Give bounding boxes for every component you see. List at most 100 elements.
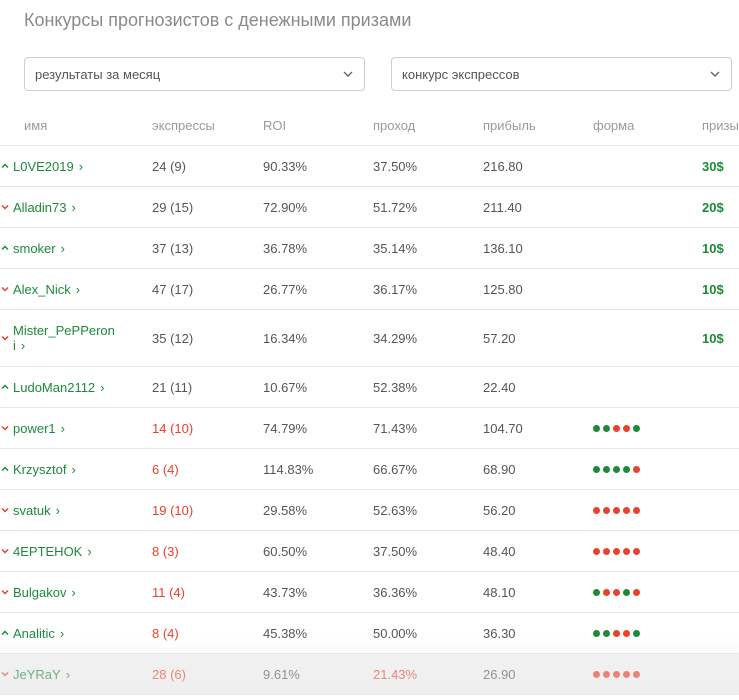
express-cell: 14 (10) [152, 420, 194, 436]
column-header-pass[interactable]: проход [373, 118, 416, 133]
express-cell: 8 (3) [152, 543, 179, 559]
pass-cell: 52.38% [373, 379, 418, 395]
chevron-right-icon: › [65, 666, 71, 682]
table-row: Krzysztof › 6 (4) 114.83% 66.67% 68.90 [0, 449, 739, 490]
player-cell: 4EPTEHOK › [0, 531, 120, 571]
form-cell [593, 572, 640, 612]
trend-down-icon [0, 423, 13, 433]
trend-down-icon [0, 333, 13, 343]
column-header-prize[interactable]: призы [702, 118, 739, 133]
express-cell: 21 (11) [152, 379, 193, 395]
form-dot [593, 547, 600, 555]
chevron-right-icon: › [100, 379, 105, 395]
form-dot [623, 670, 630, 678]
pass-cell: 34.29% [373, 330, 418, 346]
roi-cell: 45.38% [263, 625, 308, 641]
chevron-down-icon [710, 71, 720, 77]
form-dot [633, 588, 640, 596]
pass-cell: 71.43% [373, 420, 418, 436]
player-link[interactable]: power1 › [13, 420, 65, 436]
form-dot [613, 424, 620, 432]
chevron-right-icon: › [75, 281, 81, 297]
contest-select-value: конкурс экспрессов [402, 66, 520, 82]
express-cell: 24 (9) [152, 158, 186, 174]
form-dot [633, 629, 640, 637]
trend-down-icon [0, 587, 13, 597]
table-row: svatuk › 19 (10) 29.58% 52.63% 56.20 [0, 490, 739, 531]
form-dot [593, 506, 600, 514]
player-link[interactable]: L0VE2019 › [13, 158, 84, 174]
form-dot [613, 588, 620, 596]
player-link[interactable]: LudoMan2112 › [13, 379, 105, 395]
form-dot [613, 629, 620, 637]
express-cell: 37 (13) [152, 240, 194, 256]
chevron-right-icon: › [20, 338, 26, 353]
table-row: Analitic › 8 (4) 45.38% 50.00% 36.30 [0, 613, 739, 654]
form-dot [603, 670, 610, 678]
leaderboard-table: имя экспрессы ROI проход прибыль форма п… [0, 104, 739, 695]
form-dot [603, 629, 610, 637]
prize-cell: 30$ [702, 158, 724, 174]
form-dot [633, 547, 640, 555]
pass-cell: 36.17% [373, 281, 418, 297]
player-link[interactable]: smoker › [13, 240, 65, 256]
trend-down-icon [0, 669, 13, 679]
trend-down-icon [0, 284, 13, 294]
table-body: L0VE2019 › 24 (9) 90.33% 37.50% 216.80 30$ Alla… [0, 146, 739, 695]
form-dot [623, 424, 630, 432]
player-link[interactable]: JeYRaY › [13, 666, 71, 682]
form-dot [603, 506, 610, 514]
table-row: power1 › 14 (10) 74.79% 71.43% 104.70 [0, 408, 739, 449]
player-cell: power1 › [0, 408, 120, 448]
pass-cell: 37.50% [373, 543, 418, 559]
player-cell: Alladin73 › [0, 187, 120, 227]
form-dot [623, 629, 630, 637]
form-dot [633, 465, 640, 473]
form-dot [623, 465, 630, 473]
form-dot [593, 588, 600, 596]
table-row: Alladin73 › 29 (15) 72.90% 51.72% 211.40 20$ [0, 187, 739, 228]
player-cell: Analitic › [0, 613, 120, 653]
period-select[interactable]: результаты за месяц [24, 57, 365, 91]
player-link[interactable]: Mister_PePPeroni › [13, 323, 115, 353]
player-cell: JeYRaY › [0, 654, 120, 694]
column-header-profit[interactable]: прибыль [483, 118, 536, 133]
roi-cell: 74.79% [263, 420, 308, 436]
roi-cell: 72.90% [263, 199, 308, 215]
column-header-name[interactable]: имя [24, 118, 48, 133]
player-link[interactable]: Analitic › [13, 625, 65, 641]
form-dot [613, 670, 620, 678]
chevron-down-icon [343, 71, 353, 77]
player-link[interactable]: Alladin73 › [13, 199, 76, 215]
profit-cell: 68.90 [483, 461, 516, 477]
roi-cell: 10.67% [263, 379, 308, 395]
chevron-right-icon: › [71, 461, 76, 477]
player-link[interactable]: Krzysztof › [13, 461, 76, 477]
column-header-roi[interactable]: ROI [263, 118, 287, 133]
pass-cell: 21.43% [373, 666, 418, 682]
form-dot [613, 465, 620, 473]
express-cell: 29 (15) [152, 199, 194, 215]
express-cell: 6 (4) [152, 461, 179, 477]
form-dot [603, 424, 610, 432]
player-cell: Mister_PePPeroni › [0, 310, 120, 366]
chevron-right-icon: › [71, 199, 76, 215]
roi-cell: 16.34% [263, 330, 308, 346]
contest-select[interactable]: конкурс экспрессов [391, 57, 732, 91]
column-header-form: форма [593, 118, 635, 133]
player-link[interactable]: Alex_Nick › [13, 281, 81, 297]
player-link[interactable]: Bulgakov › [13, 584, 76, 600]
column-header-express[interactable]: экспрессы [152, 118, 215, 133]
trend-up-icon [0, 243, 13, 253]
pass-cell: 35.14% [373, 240, 418, 256]
form-dot [603, 547, 610, 555]
table-row: Mister_PePPeroni › 35 (12) 16.34% 34.29% 57.2… [0, 310, 739, 367]
table-row: L0VE2019 › 24 (9) 90.33% 37.50% 216.80 30$ [0, 146, 739, 187]
form-dot [593, 465, 600, 473]
roi-cell: 26.77% [263, 281, 308, 297]
form-dot [603, 588, 610, 596]
form-cell [593, 531, 640, 571]
form-dot [623, 547, 630, 555]
player-link[interactable]: svatuk › [13, 502, 60, 518]
player-link[interactable]: 4EPTEHOK › [13, 543, 92, 559]
